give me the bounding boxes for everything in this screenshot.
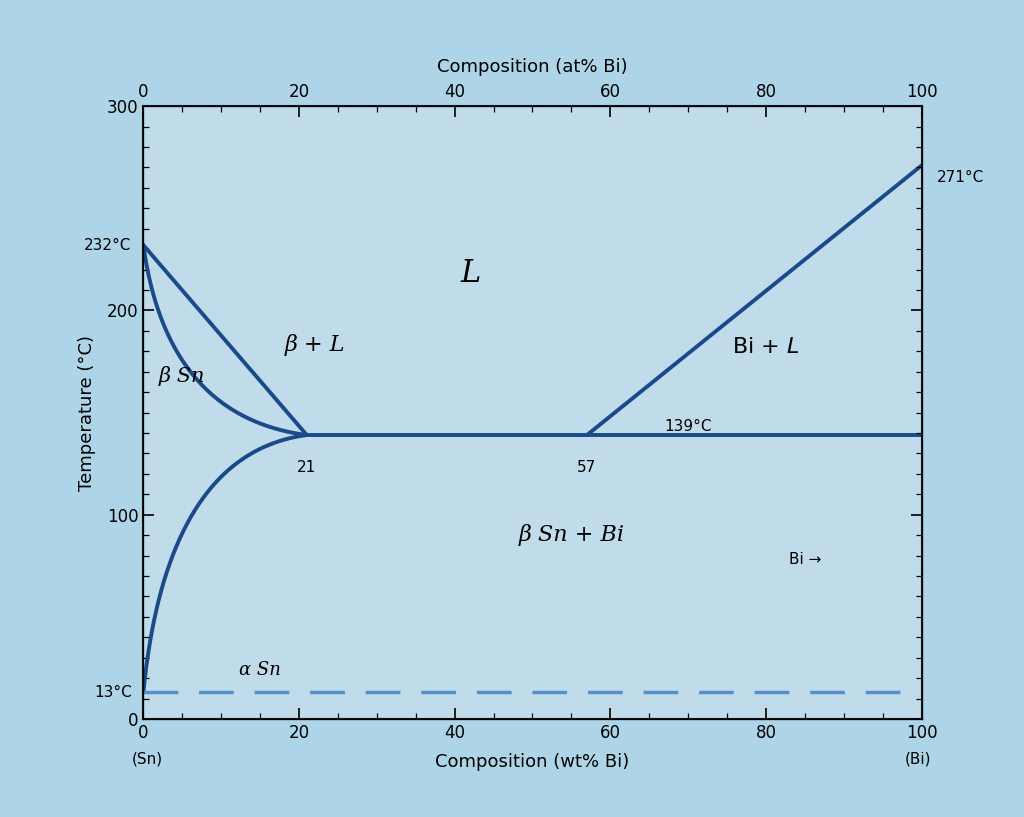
Text: L: L xyxy=(460,258,480,289)
Text: Bi + $\mathit{L}$: Bi + $\mathit{L}$ xyxy=(732,337,800,357)
X-axis label: Composition (wt% Bi): Composition (wt% Bi) xyxy=(435,753,630,771)
Text: (Bi): (Bi) xyxy=(904,752,931,767)
Text: 139°C: 139°C xyxy=(665,419,713,435)
Text: 232°C: 232°C xyxy=(84,238,132,252)
Text: β + L: β + L xyxy=(285,334,345,356)
Text: 57: 57 xyxy=(578,460,597,475)
Text: 271°C: 271°C xyxy=(937,170,984,185)
Text: α Sn: α Sn xyxy=(240,661,281,679)
Text: 21: 21 xyxy=(297,460,316,475)
Text: β Sn + Bi: β Sn + Bi xyxy=(518,525,625,546)
Text: 13°C: 13°C xyxy=(94,685,132,700)
Text: Bi →: Bi → xyxy=(790,552,821,567)
Text: (Sn): (Sn) xyxy=(132,752,163,767)
Y-axis label: Temperature (°C): Temperature (°C) xyxy=(78,335,96,490)
X-axis label: Composition (at% Bi): Composition (at% Bi) xyxy=(437,58,628,76)
Text: β Sn: β Sn xyxy=(159,366,206,386)
